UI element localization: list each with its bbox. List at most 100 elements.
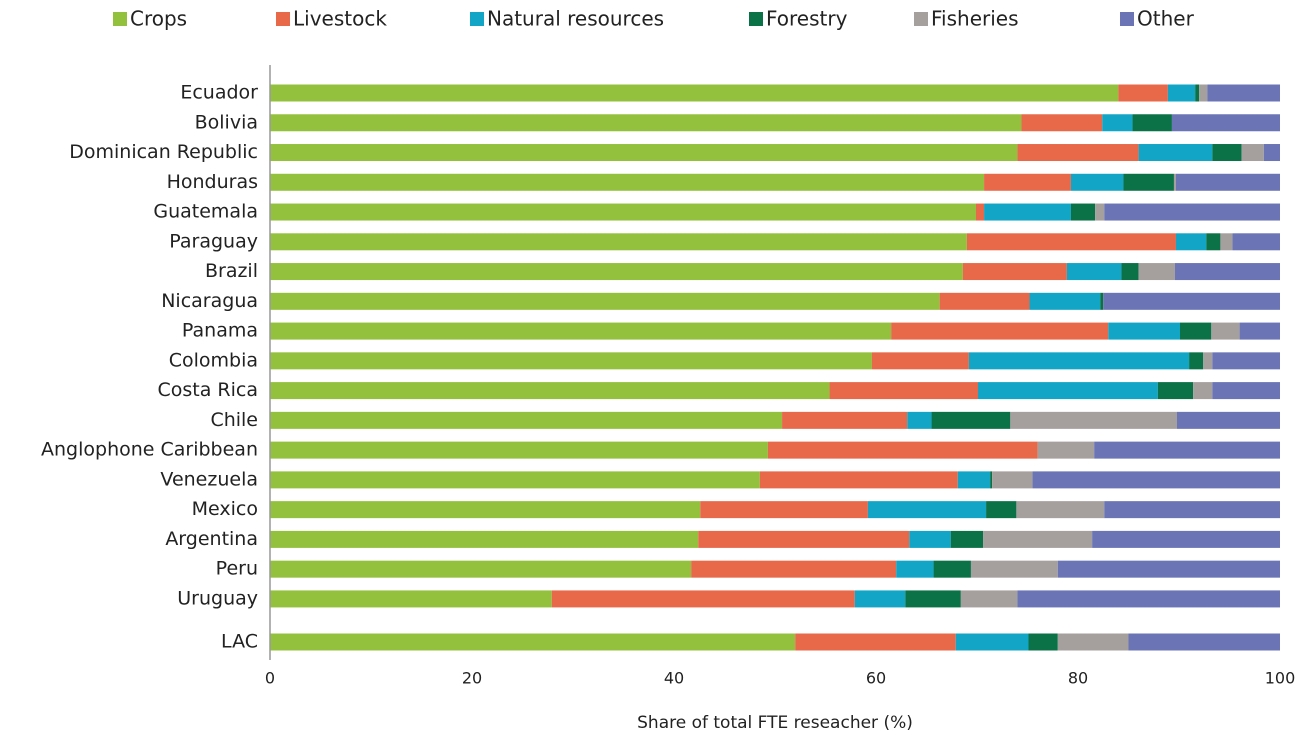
x-tick-label: 0 bbox=[265, 669, 275, 688]
y-tick-label: Ecuador bbox=[180, 82, 258, 104]
bar-segment bbox=[270, 292, 940, 310]
bar-segment bbox=[1220, 233, 1233, 251]
bar-segment bbox=[1175, 233, 1207, 251]
legend-swatch bbox=[914, 12, 928, 26]
y-tick-label: Panama bbox=[182, 320, 258, 342]
legend-swatch bbox=[749, 12, 763, 26]
bar-segment bbox=[1232, 233, 1280, 251]
y-tick-label: Colombia bbox=[169, 349, 258, 371]
bar-segment bbox=[551, 590, 855, 608]
bar-segment bbox=[270, 114, 1022, 132]
bar-segment bbox=[1104, 203, 1280, 221]
bar-segment bbox=[1123, 173, 1174, 191]
bar-segment bbox=[907, 411, 932, 429]
bar-segment bbox=[1057, 633, 1129, 651]
y-tick-label: Dominican Republic bbox=[69, 141, 258, 163]
bar-segment bbox=[1211, 322, 1240, 340]
bar-segment bbox=[867, 501, 987, 519]
legend-label: Crops bbox=[130, 7, 187, 31]
bar-segment bbox=[270, 382, 830, 400]
bar-segment bbox=[891, 322, 1109, 340]
bar-segment bbox=[1193, 382, 1213, 400]
legend-swatch bbox=[470, 12, 484, 26]
bar-segment bbox=[270, 352, 872, 370]
bar-segment bbox=[984, 173, 1071, 191]
bar-segment bbox=[1239, 322, 1280, 340]
bar-segment bbox=[1017, 590, 1280, 608]
bar-segment bbox=[1100, 292, 1104, 310]
bar-segment bbox=[1212, 144, 1242, 162]
bar-segment bbox=[1102, 114, 1133, 132]
bar-segment bbox=[1175, 173, 1280, 191]
bar-segment bbox=[1199, 84, 1208, 102]
bar-segment bbox=[1195, 84, 1200, 102]
bar-segment bbox=[1212, 382, 1280, 400]
bar-segment bbox=[1138, 144, 1213, 162]
bar-segment bbox=[931, 411, 1011, 429]
bar-segment bbox=[983, 530, 1093, 548]
bar-segment bbox=[1118, 84, 1168, 102]
bar-segment bbox=[1263, 144, 1280, 162]
bar-segment bbox=[1057, 560, 1280, 578]
bar-segment bbox=[759, 471, 958, 489]
bar-segment bbox=[957, 471, 991, 489]
legend-label: Fisheries bbox=[931, 7, 1019, 31]
x-tick-label: 100 bbox=[1265, 669, 1296, 688]
y-tick-label: Guatemala bbox=[153, 201, 258, 223]
y-tick-label: Venezuela bbox=[160, 468, 258, 490]
bar-segment bbox=[968, 352, 1190, 370]
y-tick-label: Anglophone Caribbean bbox=[41, 439, 258, 461]
bar-segment bbox=[270, 501, 701, 519]
bar-segment bbox=[1032, 471, 1280, 489]
bar-segment bbox=[1066, 263, 1122, 281]
bar-segment bbox=[698, 530, 910, 548]
bar-segment bbox=[1017, 144, 1139, 162]
y-tick-label: LAC bbox=[221, 631, 258, 653]
bar-segment bbox=[1132, 114, 1172, 132]
bar-segment bbox=[270, 530, 699, 548]
legend-swatch bbox=[276, 12, 290, 26]
bar-segment bbox=[270, 441, 768, 459]
bar-segment bbox=[270, 263, 963, 281]
bar-segment bbox=[270, 173, 985, 191]
bar-segment bbox=[1016, 501, 1105, 519]
y-tick-label: Paraguay bbox=[169, 230, 258, 252]
bar-segment bbox=[992, 471, 1033, 489]
bar-segment bbox=[270, 590, 552, 608]
bar-segment bbox=[962, 263, 1067, 281]
bar-segment bbox=[955, 633, 1029, 651]
bar-segment bbox=[1128, 633, 1280, 651]
bar-segment bbox=[270, 203, 976, 221]
bar-segment bbox=[970, 560, 1058, 578]
bar-segment bbox=[1095, 203, 1105, 221]
y-tick-label: Mexico bbox=[192, 498, 258, 520]
bar-segment bbox=[829, 382, 979, 400]
bar-segment bbox=[270, 411, 783, 429]
bar-segment bbox=[1108, 322, 1181, 340]
bar-segment bbox=[950, 530, 984, 548]
bar-segment bbox=[1037, 441, 1095, 459]
y-tick-label: Bolivia bbox=[195, 111, 258, 133]
bar-segment bbox=[990, 471, 993, 489]
bar-segment bbox=[1094, 441, 1280, 459]
x-tick-label: 40 bbox=[664, 669, 684, 688]
bar-segment bbox=[1176, 411, 1280, 429]
legend-label: Forestry bbox=[766, 7, 848, 31]
bar-segment bbox=[1138, 263, 1175, 281]
x-tick-label: 60 bbox=[866, 669, 886, 688]
bar-segment bbox=[691, 560, 897, 578]
bar-segment bbox=[896, 560, 934, 578]
bar-segment bbox=[270, 560, 692, 578]
bar-segment bbox=[1173, 173, 1176, 191]
bar-segment bbox=[1121, 263, 1139, 281]
bar-segment bbox=[909, 530, 951, 548]
bar-segment bbox=[1103, 292, 1280, 310]
x-axis-title: Share of total FTE reseacher (%) bbox=[637, 713, 913, 733]
bar-segment bbox=[270, 322, 892, 340]
bar-segment bbox=[905, 590, 961, 608]
bar-segment bbox=[1207, 84, 1280, 102]
y-tick-label: Chile bbox=[210, 409, 258, 431]
bar-segment bbox=[1092, 530, 1280, 548]
bar-segment bbox=[1212, 352, 1280, 370]
bar-segment bbox=[960, 590, 1018, 608]
